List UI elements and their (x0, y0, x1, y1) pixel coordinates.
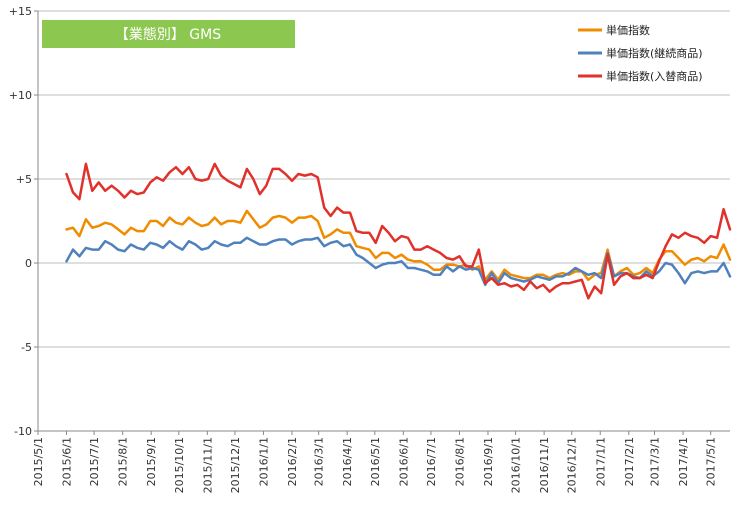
x-tick-label: 2015/5/1 (32, 437, 45, 486)
y-tick-label: +10 (9, 89, 32, 102)
legend-label-2: 単価指数(入替商品) (606, 69, 703, 83)
y-tick-label: -10 (14, 425, 32, 438)
x-tick-label: 2017/5/1 (705, 437, 718, 486)
legend-label-0: 単価指数 (606, 23, 650, 37)
x-tick-label: 2016/1/1 (257, 437, 270, 486)
x-tick-label: 2016/5/1 (369, 437, 382, 486)
y-tick-label: -5 (21, 341, 32, 354)
x-axis: 2015/5/1 2015/6/1 2015/7/1 2015/8/1 2015/9/1… (32, 430, 730, 493)
x-tick-label: 2015/6/1 (61, 437, 74, 486)
series-line-1 (65, 236, 732, 287)
x-tick-label: 2016/7/1 (425, 437, 438, 486)
x-tick-label: 2017/4/1 (677, 437, 690, 486)
series-line-2 (65, 162, 732, 300)
y-axis: +15 +10 +5 0 -5 -10 (9, 5, 39, 438)
chart-title: 【業態別】 GMS (115, 27, 221, 43)
x-tick-label: 2016/12/1 (566, 437, 579, 493)
x-tick-label: 2016/2/1 (286, 437, 299, 486)
y-tick-label: +5 (16, 173, 32, 186)
x-tick-label: 2016/8/1 (453, 437, 466, 486)
x-tick-label: 2015/7/1 (88, 437, 101, 486)
title-box (42, 20, 295, 48)
x-tick-label: 2016/11/1 (538, 437, 551, 493)
series-lines (65, 162, 732, 300)
x-tick-label: 2016/10/1 (510, 437, 523, 493)
y-tick-label: 0 (25, 257, 32, 270)
x-tick-label: 2015/12/1 (229, 437, 242, 493)
x-tick-label: 2017/3/1 (649, 437, 662, 486)
x-tick-label: 2015/10/1 (173, 437, 186, 493)
x-tick-label: 2015/9/1 (145, 437, 158, 486)
x-tick-label: 2016/6/1 (397, 437, 410, 486)
x-tick-label: 2017/1/1 (594, 437, 607, 486)
legend-label-1: 単価指数(継続商品) (606, 46, 703, 60)
x-tick-label: 2015/11/1 (201, 437, 214, 493)
x-tick-label: 2016/4/1 (341, 437, 354, 486)
series-line-0 (65, 209, 732, 282)
x-tick-label: 2016/9/1 (482, 437, 495, 486)
x-tick-label: 2016/3/1 (313, 437, 326, 486)
y-tick-label: +15 (9, 5, 32, 18)
x-tick-label: 2017/2/1 (623, 437, 636, 486)
x-tick-label: 2015/8/1 (117, 437, 130, 486)
